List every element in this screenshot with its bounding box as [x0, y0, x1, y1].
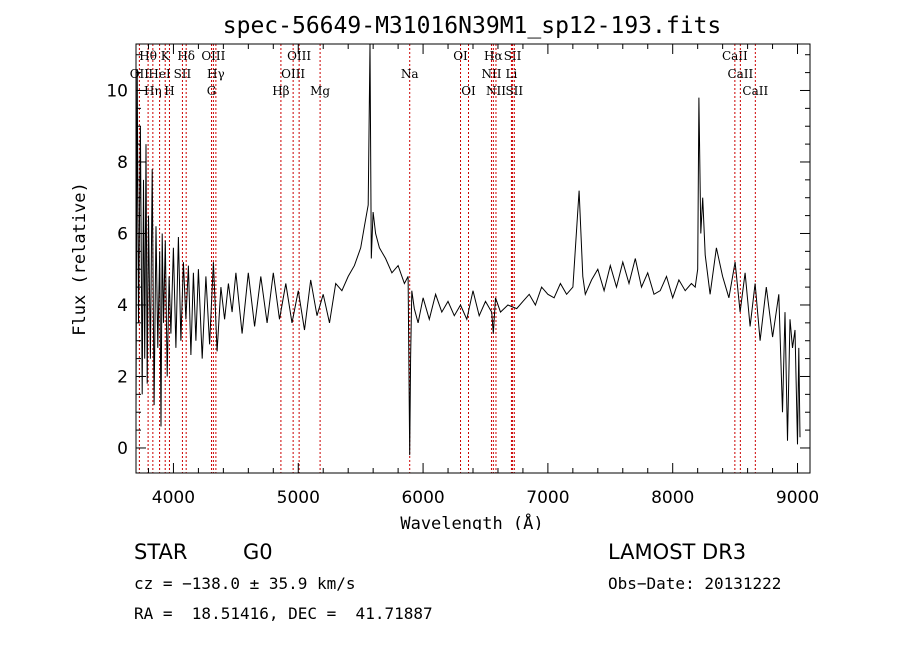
marker-label-13: OIII [287, 49, 311, 63]
marker-label-7: Hδ [177, 49, 195, 63]
y-axis-label: Flux (relative) [70, 182, 90, 336]
x-tick-label: 5000 [277, 488, 320, 508]
marker-label-1: OII [130, 67, 150, 81]
marker-label-24: CaII [722, 49, 748, 63]
marker-label-0: Hθ [139, 49, 157, 63]
spectrum-line [135, 43, 801, 456]
object-subclass: G0 [243, 540, 273, 564]
y-tick-label: 0 [117, 439, 128, 459]
line-markers: HθOIIHηHeIKHSIIHδGOIIIHγHβOIIIOIIIMgNaOI… [130, 44, 768, 473]
marker-label-23: SII [505, 84, 523, 98]
marker-label-20: Hα [484, 49, 503, 63]
y-tick-label: 4 [117, 296, 128, 316]
marker-label-9: OIII [201, 49, 225, 63]
marker-label-26: CaII [742, 84, 768, 98]
marker-label-16: OI [453, 49, 468, 63]
plot-frame [135, 43, 811, 474]
chart-title: spec-56649-M31016N39M1_sp12-193.fits [223, 13, 722, 39]
y-tick-label: 10 [106, 81, 128, 101]
marker-label-3: HeI [148, 67, 171, 81]
marker-label-4: K [161, 49, 171, 63]
x-tick-label: 4000 [152, 488, 195, 508]
marker-label-12: OIII [281, 67, 305, 81]
y-tick-label: 2 [117, 367, 128, 387]
marker-label-11: Hβ [272, 84, 289, 98]
y-axis: 0 2 4 6 8 10 [106, 54, 810, 459]
object-type: STAR [134, 540, 188, 564]
x-axis: 4000 5000 6000 7000 8000 9000 [147, 44, 819, 508]
x-tick-label: 9000 [776, 488, 819, 508]
marker-label-14: Mg [310, 84, 330, 98]
marker-label-2: Hη [144, 84, 162, 98]
coordinates: RA = 18.51416, DEC = 41.71887 [134, 604, 433, 623]
marker-label-6: SII [174, 67, 192, 81]
survey-name: LAMOST DR3 [608, 540, 747, 564]
marker-label-17: OI [461, 84, 476, 98]
spectrum-chart: spec-56649-M31016N39M1_sp12-193.fits Hθ O… [70, 13, 819, 530]
spectrum-layer [135, 43, 801, 456]
marker-label-8: G [207, 84, 217, 98]
obs-date: Obs−Date: 20131222 [608, 574, 782, 593]
marker-label-15: Na [401, 67, 419, 81]
y-tick-label: 8 [117, 153, 128, 173]
x-tick-label: 7000 [526, 488, 569, 508]
marker-label-19: NII [486, 84, 506, 98]
marker-label-22: Li [506, 67, 518, 81]
marker-label-18: NII [481, 67, 501, 81]
marker-label-25: CaII [727, 67, 753, 81]
marker-label-10: Hγ [207, 67, 225, 81]
x-tick-label: 6000 [401, 488, 444, 508]
x-tick-label: 8000 [651, 488, 694, 508]
marker-label-5: H [164, 84, 174, 98]
y-tick-label: 6 [117, 224, 128, 244]
marker-label-21: SII [504, 49, 522, 63]
velocity-readout: cz = −138.0 ± 35.9 km/s [134, 574, 356, 593]
x-axis-label: Wavelength (Å) [400, 512, 543, 530]
